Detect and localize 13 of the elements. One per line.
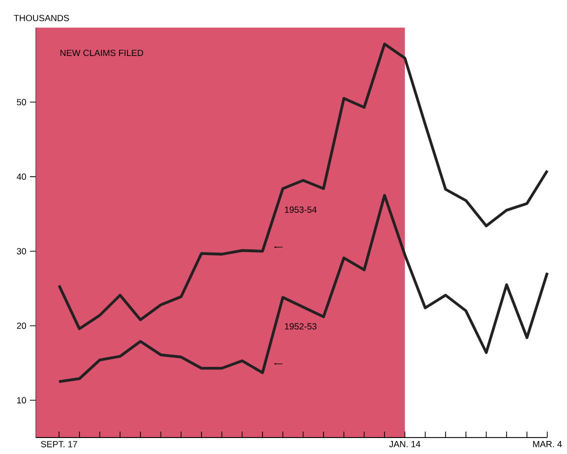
y-axis-title: THOUSANDS (14, 14, 69, 21)
series-label: 1952-53 (284, 323, 316, 330)
y-tick-label: 50 (16, 98, 26, 106)
text: NEW CLAIMS FILED (60, 50, 144, 56)
x-tick-label: SEPT. 17 (40, 440, 78, 448)
line-series (58, 42, 549, 330)
series-label: 1953-54 (284, 206, 317, 213)
y-tick-label: 30 (16, 248, 26, 254)
x-tick-label: MAR. 4 (533, 440, 562, 447)
y-tick-label: 10 (17, 396, 26, 404)
y-tick-label: 40 (16, 173, 26, 180)
y-tick-label: 20 (17, 322, 26, 329)
x-tick-label: JAN. 14 (389, 440, 420, 448)
